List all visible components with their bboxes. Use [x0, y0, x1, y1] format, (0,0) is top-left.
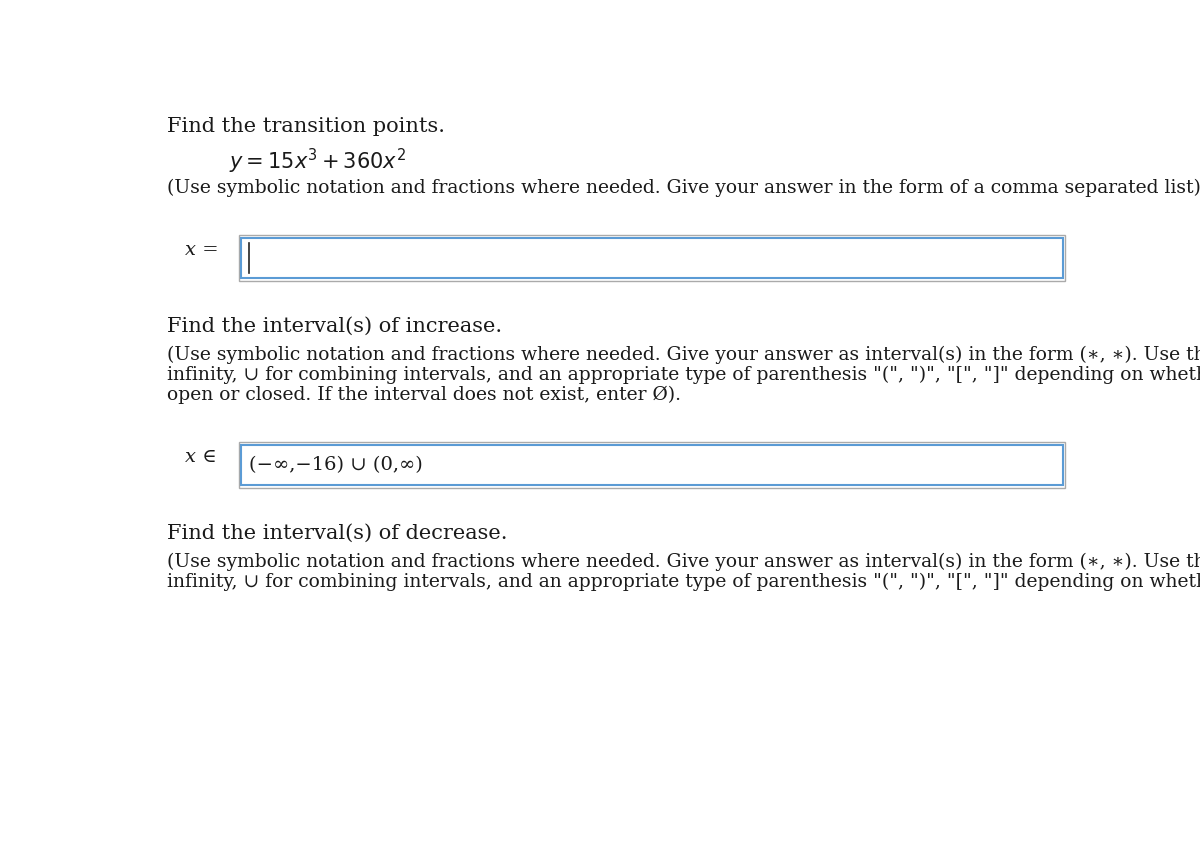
Text: x =: x =: [185, 242, 218, 259]
Text: $y = 15x^3 + 360x^2$: $y = 15x^3 + 360x^2$: [229, 146, 406, 175]
Bar: [241, 238, 1063, 278]
Text: infinity, ∪ for combining intervals, and an appropriate type of parenthesis "(",: infinity, ∪ for combining intervals, and…: [167, 366, 1200, 384]
Text: Find the transition points.: Find the transition points.: [167, 117, 445, 136]
Bar: [239, 442, 1066, 488]
Text: Find the interval(s) of decrease.: Find the interval(s) of decrease.: [167, 524, 508, 543]
Bar: [241, 445, 1063, 485]
Text: (Use symbolic notation and fractions where needed. Give your answer as interval(: (Use symbolic notation and fractions whe…: [167, 346, 1200, 364]
Text: (Use symbolic notation and fractions where needed. Give your answer in the form : (Use symbolic notation and fractions whe…: [167, 179, 1200, 197]
Text: infinity, ∪ for combining intervals, and an appropriate type of parenthesis "(",: infinity, ∪ for combining intervals, and…: [167, 573, 1200, 591]
Bar: [239, 236, 1066, 280]
Text: (Use symbolic notation and fractions where needed. Give your answer as interval(: (Use symbolic notation and fractions whe…: [167, 553, 1200, 571]
Text: (−∞,−16) ∪ (0,∞): (−∞,−16) ∪ (0,∞): [248, 456, 422, 474]
Text: open or closed. If the interval does not exist, enter Ø).: open or closed. If the interval does not…: [167, 386, 680, 404]
Text: x ∈: x ∈: [185, 448, 217, 466]
Text: Find the interval(s) of increase.: Find the interval(s) of increase.: [167, 316, 502, 335]
